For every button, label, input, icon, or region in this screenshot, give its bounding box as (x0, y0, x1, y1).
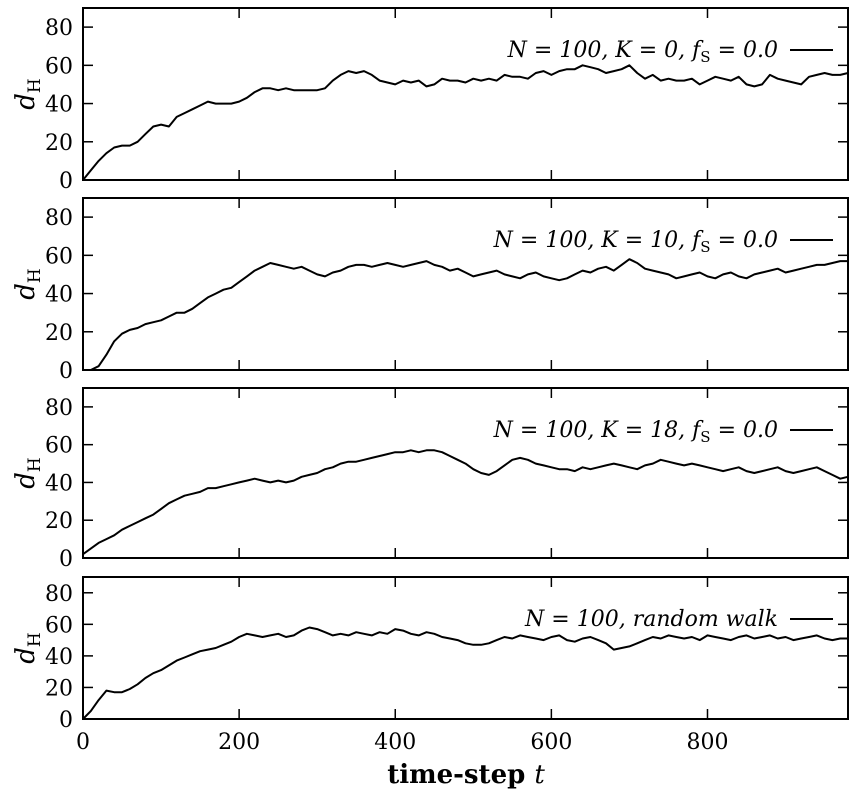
y-tick-label: 60 (45, 244, 73, 269)
series-line (82, 449, 849, 556)
x-tick-label: 0 (76, 730, 90, 755)
panel-2: 0 20 40 60 80 dH N = 100, K = 10, fS = 0.0 (11, 197, 849, 384)
plot-frame (82, 7, 849, 181)
y-axis-label: dH (11, 632, 45, 663)
legend-label: N = 100, random walk (524, 607, 778, 632)
y-tick-label: 20 (45, 321, 73, 346)
y-tick-label: 20 (45, 131, 73, 156)
plot-frame (82, 387, 849, 559)
y-tick-label: 40 (45, 645, 73, 670)
y-tick-label: 0 (59, 708, 73, 733)
x-axis-label: time-step t (387, 760, 545, 790)
y-tick-label: 0 (59, 359, 73, 384)
y-tick-label: 60 (45, 613, 73, 638)
plot-frame (82, 197, 849, 371)
panel-1: 0 20 40 60 80 dH N = 100, K = 0, fS = 0.0 (11, 7, 849, 194)
y-axis-label: dH (11, 457, 45, 488)
y-tick-label: 20 (45, 509, 73, 534)
legend-label: N = 100, K = 10, fS = 0.0 (493, 228, 778, 256)
y-tick-label: 0 (59, 169, 73, 194)
y-tick-label: 80 (45, 396, 73, 421)
y-tick-label: 80 (45, 582, 73, 607)
x-tick-label: 400 (374, 730, 416, 755)
x-tick-label: 200 (218, 730, 260, 755)
y-tick-label: 60 (45, 434, 73, 459)
y-axis-label: dH (11, 268, 45, 299)
y-tick-label: 20 (45, 676, 73, 701)
legend-label: N = 100, K = 0, fS = 0.0 (507, 38, 778, 66)
x-tick-label: 800 (686, 730, 728, 755)
y-tick-label: 80 (45, 206, 73, 231)
y-tick-label: 60 (45, 54, 73, 79)
y-tick-label: 40 (45, 283, 73, 308)
x-tick-label: 600 (530, 730, 572, 755)
legend-label: N = 100, K = 18, fS = 0.0 (493, 418, 778, 446)
y-tick-label: 40 (45, 93, 73, 118)
y-axis-label: dH (11, 78, 45, 109)
series-line (82, 64, 849, 181)
y-tick-label: 40 (45, 471, 73, 496)
y-tick-label: 0 (59, 547, 73, 572)
plot-frame (82, 576, 849, 720)
y-tick-label: 80 (45, 16, 73, 41)
panel-3: 0 20 40 60 80 dH N = 100, K = 18, fS = 0.0 (11, 387, 849, 572)
series-line (83, 258, 848, 371)
series-line (82, 626, 848, 720)
